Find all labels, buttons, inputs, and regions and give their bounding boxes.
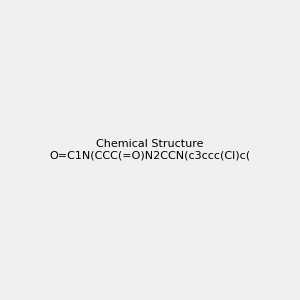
Text: Chemical Structure
O=C1N(CCC(=O)N2CCN(c3ccc(Cl)c(: Chemical Structure O=C1N(CCC(=O)N2CCN(c3… — [50, 139, 250, 161]
